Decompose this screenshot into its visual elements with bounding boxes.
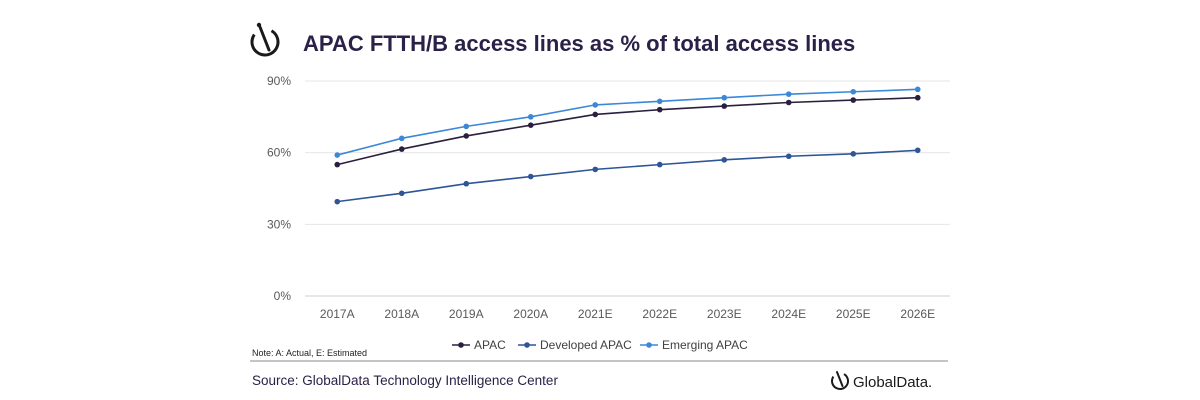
y-axis: 0% 30% 60% 90% [267,74,291,303]
header-logo-icon [250,22,280,57]
x-tick-label: 2017A [320,307,355,321]
y-tick-label: 90% [267,74,291,88]
data-point-emerging-apac [334,152,341,158]
data-point-apac [398,146,405,152]
series-line-developed-apac [337,149,918,203]
data-point-apac [656,106,663,113]
data-point-apac [785,99,792,106]
data-point-emerging-apac [721,94,728,101]
data-point-developed-apac [592,166,599,173]
data-point-developed-apac [398,190,405,197]
x-tick-label: 2026E [900,307,935,321]
data-point-emerging-apac [463,123,470,130]
data-point-apac [592,111,599,118]
data-point-apac [914,94,921,101]
x-tick-label: 2025E [836,307,871,321]
x-tick-label: 2022E [642,307,677,321]
data-point-emerging-apac [656,98,663,105]
data-point-apac [463,133,470,139]
x-tick-label: 2020A [513,307,548,321]
data-point-developed-apac [656,161,663,168]
x-tick-label: 2024E [771,307,806,321]
x-tick-label: 2023E [707,307,742,321]
data-point-emerging-apac [527,114,534,120]
series-line-emerging-apac [337,88,918,156]
x-tick-label: 2021E [578,307,613,321]
data-point-developed-apac [785,153,792,160]
legend-label-emerging-apac: Emerging APAC [662,338,748,352]
x-tick-label: 2019A [449,307,484,321]
data-point-emerging-apac [914,86,921,93]
legend-item-developed-apac: Developed APAC [518,338,632,352]
data-point-developed-apac [334,198,341,205]
data-point-apac [721,103,728,109]
legend-label-apac: APAC [474,338,506,352]
data-point-developed-apac [527,173,534,180]
data-point-developed-apac [463,180,470,187]
series-line-apac [337,96,918,166]
data-point-emerging-apac [398,135,405,142]
legend-label-developed-apac: Developed APAC [540,338,632,352]
data-point-developed-apac [850,151,857,157]
x-tick-label: 2018A [384,307,419,321]
data-point-emerging-apac [592,102,599,108]
brand-name: GlobalData. [853,374,932,391]
legend: APAC Developed APAC Emerging APAC [452,338,748,352]
x-axis: 2017A 2018A 2019A 2020A 2021E 2022E 2023E 2024E… [320,307,935,321]
footer-logo-icon [831,371,849,390]
data-point-developed-apac [721,157,728,163]
data-point-emerging-apac [850,88,857,95]
legend-item-apac: APAC [452,338,506,352]
chart-title: APAC FTTH/B access lines as % of total a… [303,31,855,56]
data-point-apac [850,97,857,103]
note-text: Note: A: Actual, E: Estimated [252,348,367,358]
y-tick-label: 60% [267,146,291,160]
data-point-apac [334,161,341,168]
data-point-apac [527,122,534,128]
y-tick-label: 0% [274,289,292,303]
y-tick-label: 30% [267,217,291,231]
series-group [334,86,921,205]
data-point-developed-apac [914,147,921,154]
source-text: Source: GlobalData Technology Intelligen… [252,373,558,388]
gridlines [305,80,950,297]
data-point-emerging-apac [785,91,792,97]
legend-item-emerging-apac: Emerging APAC [640,338,748,352]
